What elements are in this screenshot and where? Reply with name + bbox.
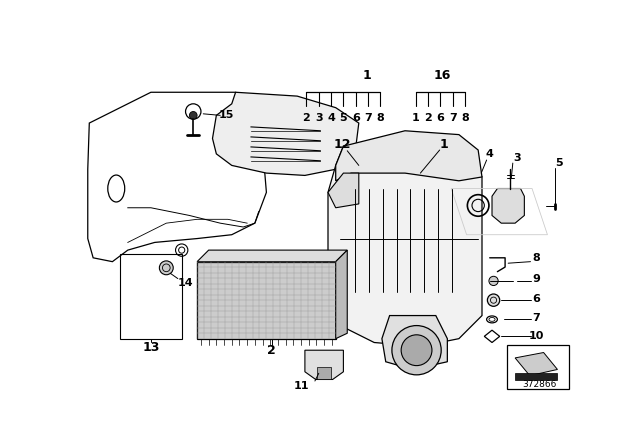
Polygon shape	[328, 146, 482, 346]
Circle shape	[488, 294, 500, 306]
Polygon shape	[317, 367, 331, 379]
Bar	[508, 345, 569, 389]
Text: 11: 11	[293, 381, 309, 392]
Text: 1: 1	[439, 138, 448, 151]
Text: 2: 2	[303, 113, 310, 124]
Text: 372866: 372866	[522, 380, 556, 389]
Text: 9: 9	[532, 274, 540, 284]
Text: 16: 16	[433, 69, 451, 82]
Circle shape	[392, 326, 441, 375]
Text: 3: 3	[513, 153, 520, 163]
Text: 1: 1	[412, 113, 420, 124]
Circle shape	[159, 261, 173, 275]
Text: 2: 2	[268, 344, 276, 357]
Polygon shape	[492, 189, 524, 223]
Text: 14: 14	[178, 278, 193, 288]
Text: 5: 5	[340, 113, 348, 124]
Polygon shape	[328, 173, 359, 208]
Circle shape	[401, 335, 432, 366]
Text: 6: 6	[532, 293, 540, 304]
Bar	[515, 373, 557, 380]
Polygon shape	[382, 315, 447, 370]
Text: 10: 10	[528, 332, 543, 341]
Text: 1: 1	[362, 69, 371, 82]
Bar	[120, 254, 182, 339]
Text: 12: 12	[333, 138, 351, 151]
Polygon shape	[212, 92, 359, 176]
Polygon shape	[197, 250, 348, 262]
Polygon shape	[336, 131, 482, 181]
Text: 7: 7	[449, 113, 456, 124]
Polygon shape	[305, 350, 344, 379]
Text: 6: 6	[436, 113, 444, 124]
Text: 8: 8	[376, 113, 384, 124]
Text: 4: 4	[486, 149, 493, 159]
Text: 2: 2	[424, 113, 432, 124]
Bar	[197, 262, 336, 339]
Text: 8: 8	[461, 113, 469, 124]
Text: 6: 6	[352, 113, 360, 124]
Circle shape	[489, 276, 498, 285]
Circle shape	[189, 112, 197, 119]
Text: 13: 13	[142, 341, 159, 354]
Text: 3: 3	[315, 113, 323, 124]
Polygon shape	[336, 250, 348, 339]
Text: 7: 7	[532, 313, 540, 323]
Text: 5: 5	[555, 158, 563, 168]
Text: 15: 15	[219, 110, 234, 121]
Text: 7: 7	[364, 113, 372, 124]
Text: 8: 8	[532, 253, 540, 263]
Text: 4: 4	[327, 113, 335, 124]
Polygon shape	[515, 353, 557, 375]
